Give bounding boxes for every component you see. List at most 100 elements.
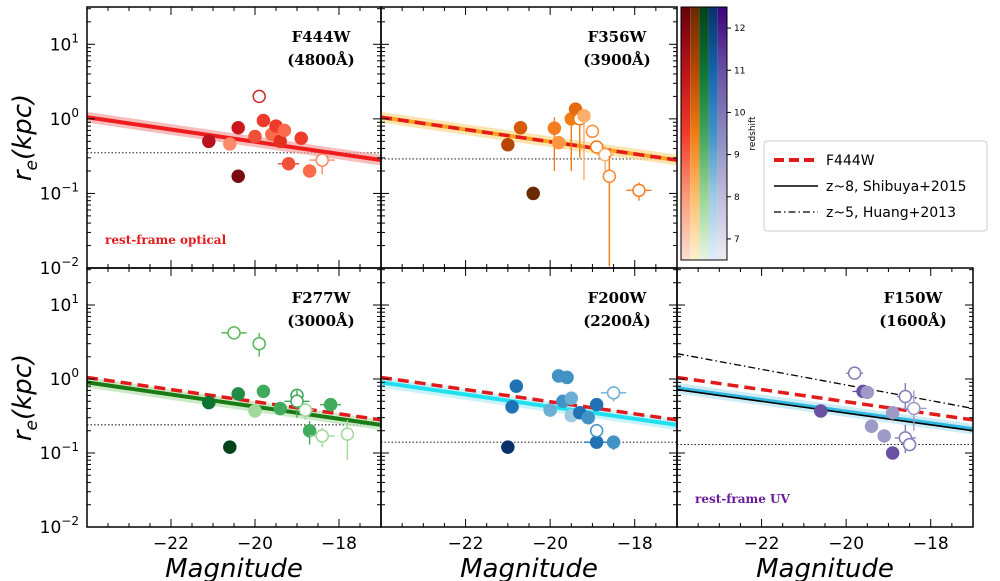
filter-label: F277W [292,289,352,307]
filled-marker [273,401,287,416]
panel-f150w: −22 −20 −18 Magnitude F150W (1600Å) rest-frame… [676,267,974,581]
x-tick-label: −18 [617,534,653,554]
data-point [581,410,595,425]
data-point [864,419,879,433]
filled-marker [256,384,271,399]
data-point [509,379,524,393]
tick-base: 10 [40,518,62,538]
data-point [596,146,614,175]
colorbar: 7 8 9 10 11 12 redshift [680,6,758,261]
filled-marker [231,169,245,183]
data-point [302,421,317,445]
ylabel-subscript: e [22,420,42,430]
data-point [583,435,610,449]
colorbar-label: redshift [748,116,758,151]
filled-marker [877,429,891,443]
x-axis-label: Magnitude [756,554,894,581]
filled-marker [589,397,604,412]
data-point [526,186,540,201]
fit-line [381,380,677,427]
f444w-ref-line [87,375,381,422]
x-tick-label: −20 [828,534,864,554]
open-marker [606,386,621,400]
filled-marker [543,403,557,417]
ylabel-units: (kpc) [8,94,38,160]
tick-base: 10 [50,35,72,55]
filled-marker [885,446,900,460]
legend-label-0: F444W [826,153,875,169]
data-point [202,395,216,410]
open-marker [298,403,313,417]
filled-marker [577,109,591,123]
y-tick-label: 10−1 [40,180,79,204]
filled-marker [302,164,317,178]
filled-marker [860,385,875,400]
data-point [223,440,237,454]
wavelength-label: (3900Å) [583,51,651,69]
filled-marker [302,423,317,438]
filled-marker [547,121,562,135]
y-tick-label: 101 [50,31,79,55]
data-point [309,427,335,448]
x-tick-label: −18 [913,534,949,554]
filled-marker [223,440,237,454]
data-point [223,137,237,151]
data-point [589,397,604,412]
open-marker [589,140,604,154]
filled-marker [513,120,528,135]
filled-marker [509,379,524,393]
tick-exponent: 1 [71,292,79,306]
y-tick-label: 10−1 [40,440,79,464]
fit-line [87,380,381,427]
colorbar-tick-label: 7 [734,235,740,245]
colorbar-tick-label: 11 [734,66,745,76]
data-point [277,123,292,138]
open-marker [589,423,604,438]
wavelength-label: (3000Å) [287,312,355,330]
data-point [902,437,917,452]
tick-base: 10 [40,184,62,204]
y-tick-label: 101 [50,292,79,316]
data-point [860,385,875,400]
data-point [600,386,627,402]
open-marker [632,183,646,198]
open-marker [585,124,600,139]
data-point [602,169,617,183]
filled-marker [501,440,515,454]
huang-line [677,353,973,410]
data-point [885,405,900,420]
tick-exponent: −2 [61,514,79,528]
data-point [284,390,310,418]
colorbar-strip [708,7,718,260]
data-point [297,402,314,420]
data-point [231,387,245,401]
tick-exponent: −1 [61,180,79,194]
filled-marker [277,123,292,138]
tick-exponent: −1 [61,440,79,454]
open-marker [315,153,329,167]
plot-area [87,326,381,461]
data-point [278,157,300,171]
y-tick-label: 10−2 [40,514,79,538]
filled-marker [864,419,879,433]
y-tick-label: 100 [50,106,79,130]
filled-marker [202,134,216,149]
open-marker [598,148,612,162]
plot-area [381,369,677,454]
open-marker [602,169,617,183]
filled-marker [281,157,296,171]
filter-label: F444W [292,28,352,46]
open-marker [290,394,304,409]
data-point [202,134,216,149]
colorbar-tick-label: 12 [734,24,745,34]
filled-marker [202,395,216,410]
open-marker [847,366,862,380]
data-point [505,400,519,414]
filled-marker [501,137,515,152]
data-point [560,370,574,385]
y-tick-label: 10−2 [40,255,79,279]
filled-marker [248,404,262,418]
data-point [248,129,262,144]
